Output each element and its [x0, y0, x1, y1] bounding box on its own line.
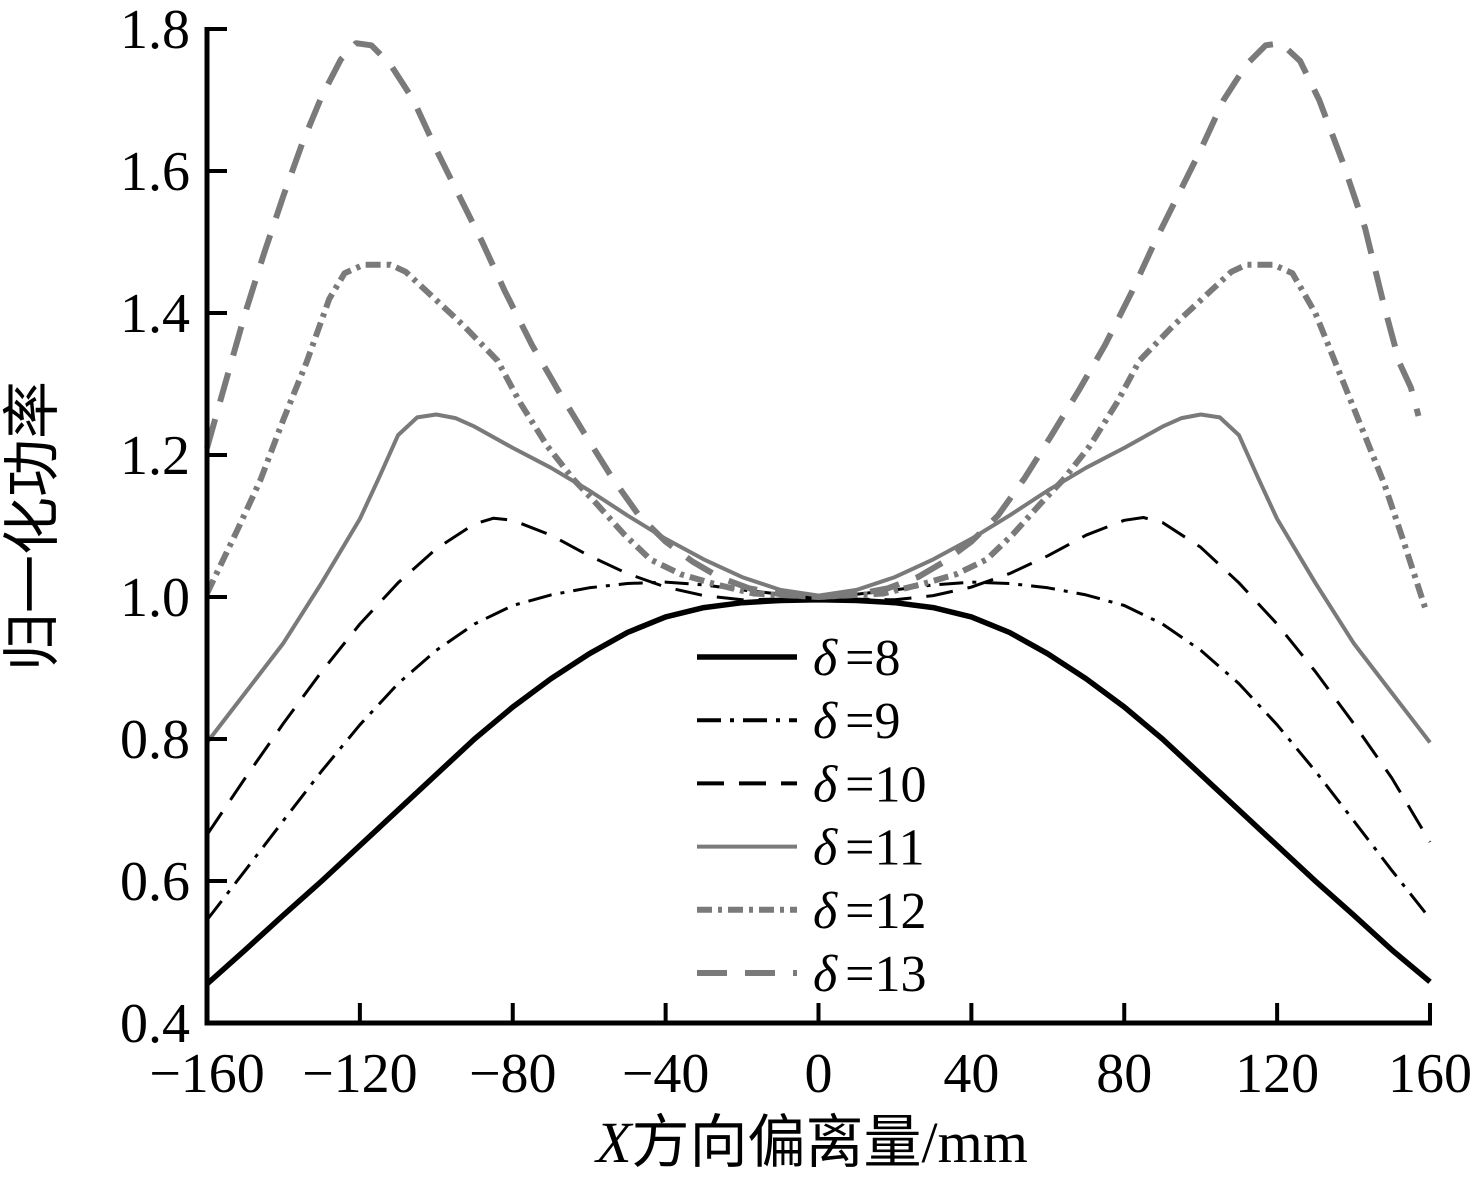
- series-line-13: [204, 40, 1422, 600]
- legend-value: =10: [845, 756, 926, 813]
- x-tick-label: −120: [302, 1043, 418, 1105]
- x-tick-label: −40: [622, 1043, 710, 1105]
- x-tick-label: 0: [805, 1043, 833, 1105]
- legend-label-11: δ =11: [813, 820, 925, 877]
- legend-label-12: δ =12: [813, 883, 927, 940]
- y-tick-label: 1.6: [120, 141, 190, 203]
- x-tick-label: 120: [1235, 1043, 1319, 1105]
- y-tick-label: 1.4: [120, 283, 190, 345]
- x-tick-label: −80: [469, 1043, 557, 1105]
- legend-symbol: δ: [813, 756, 838, 813]
- legend-symbol: δ: [813, 883, 838, 940]
- plot-curves: [204, 40, 1432, 987]
- legend-value: =8: [845, 630, 900, 687]
- legend-value: =9: [845, 693, 900, 750]
- x-axis-label-symbol: X: [594, 1110, 634, 1175]
- y-tick-label: 0.4: [120, 993, 190, 1055]
- x-axis-label: X方向偏离量/mm: [594, 1110, 1028, 1175]
- legend-symbol: δ: [813, 630, 838, 687]
- legend-value: =13: [845, 946, 926, 1003]
- x-axis-label-text: 方向偏离量/mm: [632, 1110, 1028, 1175]
- legend-symbol: δ: [813, 946, 838, 1003]
- y-tick-label: 1.0: [120, 567, 190, 629]
- legend-label-9: δ =9: [813, 693, 901, 750]
- legend-label-10: δ =10: [813, 756, 927, 813]
- legend-label-13: δ =13: [813, 946, 927, 1003]
- y-tick-label: 0.6: [120, 851, 190, 913]
- y-tick-label: 0.8: [120, 709, 190, 771]
- x-tick-label: −160: [149, 1043, 265, 1105]
- legend-symbol: δ: [813, 693, 838, 750]
- x-tick-label: 40: [943, 1043, 999, 1105]
- legend-value: =12: [845, 883, 926, 940]
- series-line-12: [204, 261, 1430, 613]
- legend: δ =8δ =9δ =10δ =11δ =12δ =13: [697, 630, 927, 1003]
- legend-label-8: δ =8: [813, 630, 901, 687]
- x-axis-ticks: −160 −120 −80 −40 0 40 80 120 160: [149, 1003, 1472, 1105]
- y-axis-ticks: 0.4 0.6 0.8 1.0 1.2 1.4 1.6 1.8: [120, 0, 227, 1055]
- x-tick-label: 160: [1388, 1043, 1472, 1105]
- y-axis-label: 归一化功率: [0, 381, 65, 671]
- x-tick-label: 80: [1096, 1043, 1152, 1105]
- y-tick-label: 1.2: [120, 425, 190, 487]
- legend-symbol: δ: [813, 820, 838, 877]
- y-tick-label: 1.8: [120, 0, 190, 61]
- legend-value: =11: [845, 820, 924, 877]
